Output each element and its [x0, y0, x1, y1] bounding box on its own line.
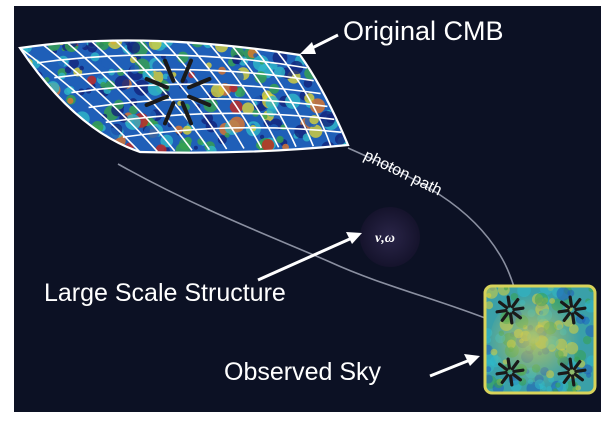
arrow-icon-lss [257, 232, 362, 282]
large-scale-structure-label: Large Scale Structure [44, 279, 286, 307]
observed-sky-map [483, 284, 597, 395]
radial-cross-icon [144, 58, 212, 126]
lens-circle [360, 207, 420, 267]
arrow-icon-sky [429, 354, 480, 378]
lss-curve-line [117, 163, 491, 321]
original-cmb-map [18, 39, 350, 154]
observed-sky-label: Observed Sky [224, 358, 382, 386]
original-cmb-label: Original CMB [343, 16, 504, 46]
nu-omega-label: ν,ω [375, 231, 395, 246]
arrow-icon-cmb [300, 33, 339, 54]
photon-path-line [347, 147, 516, 291]
